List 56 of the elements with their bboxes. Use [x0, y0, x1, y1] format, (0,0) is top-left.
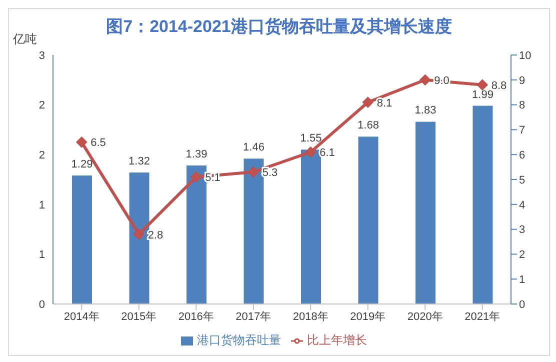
data-label: 6.5	[90, 137, 106, 150]
data-label: 1.83	[414, 104, 436, 117]
point	[362, 96, 374, 108]
x-tick-label: 2019年	[350, 310, 386, 323]
bar	[72, 176, 92, 304]
data-label: 1.55	[300, 132, 322, 145]
x-tick-label: 2017年	[236, 310, 272, 323]
point	[248, 166, 259, 178]
x-tick-label: 2014年	[64, 310, 100, 323]
x-tick-label: 2018年	[292, 310, 328, 323]
data-label: 1.29	[71, 158, 93, 171]
y2-tick-label: 2	[519, 249, 526, 262]
data-label: 1.32	[128, 156, 150, 168]
legend-label: 港口货物吞吐量	[197, 333, 281, 347]
x-tick-label: 2016年	[178, 310, 214, 323]
point	[76, 136, 88, 148]
x-tick-label: 2020年	[407, 310, 443, 323]
bar	[186, 166, 206, 304]
data-label: 8.8	[491, 80, 507, 92]
y-tick-label: 0	[38, 298, 45, 311]
y2-tick-label: 8	[519, 100, 526, 112]
legend-label: 比上年增长	[307, 333, 367, 347]
y2-tick-label: 7	[519, 124, 526, 137]
bar	[244, 158, 264, 304]
y2-tick-label: 0	[519, 298, 526, 311]
data-label: 1.46	[243, 142, 264, 154]
y2-tick-label: 5	[519, 174, 526, 186]
x-tick-label: 2021年	[464, 310, 500, 323]
bar	[301, 150, 321, 304]
y-tick-label: 2	[38, 150, 45, 162]
y2-tick-label: 3	[519, 224, 526, 236]
point	[476, 79, 488, 90]
bar	[416, 122, 436, 304]
y2-tick-label: 4	[519, 199, 526, 212]
point	[190, 172, 202, 183]
y2-tick-label: 10	[519, 50, 532, 62]
y-tick-label: 2	[38, 100, 45, 112]
y-tick-label: 3	[38, 50, 45, 62]
y-tick-label: 1	[38, 249, 45, 262]
point	[133, 228, 144, 240]
y-tick-label: 1	[38, 199, 45, 212]
y2-tick-label: 6	[519, 150, 526, 162]
data-label: 1.99	[472, 88, 494, 101]
bar	[472, 106, 493, 304]
data-label: 1.68	[358, 120, 379, 132]
point	[420, 74, 431, 86]
x-tick-label: 2015年	[121, 310, 157, 323]
data-label: 1.39	[186, 148, 208, 161]
y2-tick-label: 1	[519, 274, 526, 286]
bar	[129, 172, 150, 304]
y2-tick-label: 9	[519, 74, 526, 87]
y-axis-title: 亿吨	[13, 31, 37, 48]
chart-title: 图7：2014-2021港口货物吞吐量及其增长速度	[106, 17, 452, 36]
point	[305, 146, 316, 158]
data-label: 8.1	[376, 97, 392, 110]
bar	[358, 136, 378, 304]
